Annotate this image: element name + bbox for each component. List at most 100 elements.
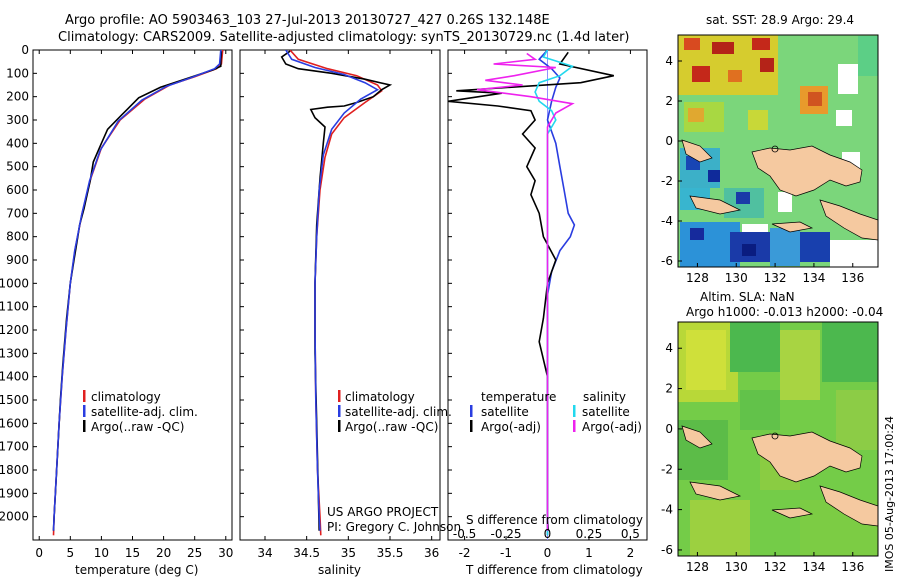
legend-label-s-satellite: satellite	[582, 405, 630, 419]
legend-label-s-argo: Argo(-adj)	[582, 420, 642, 434]
s-diff-satellite-line	[534, 50, 575, 536]
map-y-tick-label: -4	[661, 214, 673, 228]
depth-tick-label: 1500	[0, 393, 29, 407]
map-y-tick-label: 4	[665, 341, 673, 355]
temperature-legend: climatology satellite-adj. clim. Argo(..…	[83, 390, 198, 434]
salinity-plot-frame	[239, 49, 441, 541]
sla-map-frame	[677, 321, 879, 557]
depth-tick-label: 200	[6, 90, 29, 104]
depth-tick-label: 1300	[0, 346, 29, 360]
salinity-satellite-line	[285, 50, 380, 531]
top-tick-label: 0.25	[576, 527, 603, 541]
sst-heatmap	[678, 35, 878, 267]
legend-swatch-satellite	[83, 405, 86, 417]
sla-map-subtitle: Argo h1000: -0.013 h2000: -0.04	[686, 305, 883, 319]
depth-tick-label: 1200	[0, 323, 29, 337]
map-x-tick-label: 130	[725, 271, 748, 285]
legend-swatch-climatology	[83, 390, 86, 402]
x-tick-label: 5	[66, 546, 74, 560]
map-y-tick-label: -6	[661, 543, 673, 557]
temperature-x-label: temperature (deg C)	[75, 563, 198, 577]
x-tick-label: 15	[125, 546, 140, 560]
difference-x-label: T difference from climatology	[465, 563, 643, 577]
legend-swatch-climatology	[338, 390, 341, 402]
legend-swatch-argo	[338, 420, 341, 432]
legend-label-argo: Argo(..raw -QC)	[91, 420, 184, 434]
map-x-tick-label: 132	[764, 271, 787, 285]
difference-legend: temperature salinity satellite Argo(-adj…	[470, 390, 642, 434]
sla-map-axes: 128 130 132 134 136 4 2 0 -2 -4 -6	[661, 341, 864, 574]
map-x-tick-label: 136	[841, 560, 864, 574]
depth-tick-label: 1400	[0, 370, 29, 384]
timestamp-stamp: IMOS 05-Aug-2013 17:00:24	[883, 416, 896, 572]
legend-label-climatology: climatology	[345, 390, 415, 404]
difference-top-ticks: -0.5 -0.25 0 0.25 0.5	[453, 527, 640, 541]
sst-map-axes: 128 130 132 134 136 4 2 0 -2 -4 -6	[661, 54, 864, 285]
temperature-satellite-line	[52, 50, 222, 531]
x-tick-label: 20	[156, 546, 171, 560]
header-line-1: Argo profile: AO 5903463_103 27-Jul-2013…	[65, 13, 550, 28]
legend-swatch-argo	[83, 420, 86, 432]
map-x-tick-label: 128	[686, 271, 709, 285]
legend-label-argo: Argo(..raw -QC)	[345, 420, 438, 434]
salinity-legend: climatology satellite-adj. clim. Argo(..…	[338, 390, 452, 434]
depth-tick-label: 1800	[0, 463, 29, 477]
map-y-tick-label: 0	[665, 134, 673, 148]
t-diff-argo-line	[448, 51, 614, 531]
map-x-tick-label: 130	[725, 560, 748, 574]
map-y-tick-label: 4	[665, 54, 673, 68]
x-tick-label: 1	[585, 546, 593, 560]
map-y-tick-label: 0	[665, 422, 673, 436]
map-x-tick-label: 134	[802, 560, 825, 574]
pi-annotation: PI: Gregory C. Johnson	[327, 520, 461, 534]
map-y-tick-label: 2	[665, 382, 673, 396]
depth-tick-label: 1600	[0, 416, 29, 430]
legend-label-t-satellite: satellite	[481, 405, 529, 419]
map-x-tick-label: 128	[686, 560, 709, 574]
legend-label-t-argo: Argo(-adj)	[481, 420, 541, 434]
depth-tick-label: 400	[6, 136, 29, 150]
depth-tick-label: 900	[6, 253, 29, 267]
sst-map-title: sat. SST: 28.9 Argo: 29.4	[706, 13, 854, 27]
x-tick-label: -2	[459, 546, 471, 560]
top-tick-label: 0.5	[621, 527, 640, 541]
header-line-2: Climatology: CARS2009. Satellite-adjuste…	[58, 30, 630, 45]
map-y-tick-label: -2	[661, 462, 673, 476]
s-diff-argo-line	[476, 52, 575, 531]
depth-tick-label: 700	[6, 206, 29, 220]
sla-heatmap	[678, 322, 878, 556]
x-tick-label: 0	[544, 546, 552, 560]
map-x-tick-label: 134	[802, 271, 825, 285]
legend-label-satellite: satellite-adj. clim.	[91, 405, 198, 419]
salinity-x-label: salinity	[318, 563, 361, 577]
depth-tick-label: 2000	[0, 510, 29, 524]
top-tick-label: -0.25	[491, 527, 522, 541]
depth-tick-label: 500	[6, 160, 29, 174]
legend-title-temperature: temperature	[481, 390, 556, 404]
depth-tick-label: 0	[21, 43, 29, 57]
x-tick-label: 34	[257, 546, 272, 560]
project-annotation: US ARGO PROJECT	[327, 505, 439, 519]
temperature-plot-frame	[32, 49, 233, 541]
sst-map-frame	[677, 34, 879, 268]
t-diff-satellite-line	[538, 50, 576, 536]
x-tick-label: 0	[35, 546, 43, 560]
map-y-tick-label: -6	[661, 254, 673, 268]
x-tick-label: 34.5	[293, 546, 320, 560]
depth-tick-label: 300	[6, 113, 29, 127]
x-tick-label: 2	[627, 546, 635, 560]
depth-tick-label: 1900	[0, 486, 29, 500]
difference-x-axis: -2 -1 0 1 2	[459, 50, 635, 560]
legend-swatch-t-argo	[470, 420, 473, 432]
x-tick-label: 25	[187, 546, 202, 560]
legend-label-satellite: satellite-adj. clim.	[345, 405, 452, 419]
map-y-tick-label: -2	[661, 174, 673, 188]
top-tick-label: -0.5	[453, 527, 476, 541]
legend-swatch-satellite	[338, 405, 341, 417]
x-tick-label: 35	[341, 546, 356, 560]
depth-tick-label: 800	[6, 230, 29, 244]
top-tick-label: 0	[544, 527, 552, 541]
map-x-tick-label: 136	[841, 271, 864, 285]
depth-tick-label: 100	[6, 66, 29, 80]
